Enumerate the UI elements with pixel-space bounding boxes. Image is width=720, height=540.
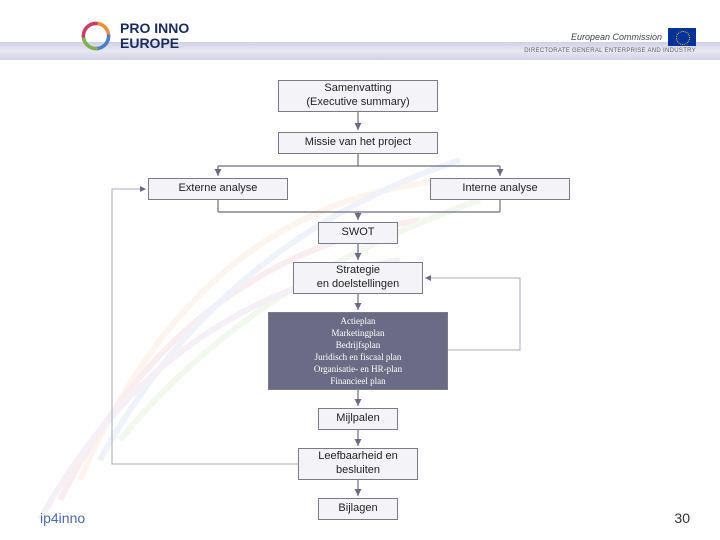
flowchart-node-n6: Strategieen doelstellingen: [293, 262, 423, 294]
flowchart-node-n4: Interne analyse: [430, 178, 570, 200]
ec-block: European Commission DIRECTORATE GENERAL …: [524, 28, 696, 54]
flowchart-node-n5: SWOT: [318, 222, 398, 244]
ec-label: European Commission: [571, 32, 662, 42]
logo-swirl-icon: [78, 18, 114, 54]
logo-line2: EUROPE: [120, 36, 189, 51]
logo-line1: PRO INNO: [120, 21, 189, 36]
flowchart-node-n1: Samenvatting(Executive summary): [278, 80, 438, 112]
flowchart-node-n8: Mijlpalen: [318, 408, 398, 430]
flowchart-node-n2: Missie van het project: [278, 132, 438, 154]
flowchart-node-n3: Externe analyse: [148, 178, 288, 200]
flowchart-node-n9: Leefbaarheid enbesluiten: [298, 448, 418, 480]
footer-left: ip4inno: [40, 510, 85, 526]
flowchart: Samenvatting(Executive summary) Missie va…: [0, 70, 720, 540]
eu-flag-icon: [668, 28, 696, 46]
ec-sub: DIRECTORATE GENERAL ENTERPRISE AND INDUS…: [524, 48, 696, 54]
flowchart-node-n10: Bijlagen: [318, 498, 398, 520]
flowchart-node-n7: ActieplanMarketingplanBedrijfsplanJuridi…: [268, 312, 448, 390]
logo: PRO INNO EUROPE: [78, 18, 189, 54]
slide-number: 30: [674, 510, 690, 526]
